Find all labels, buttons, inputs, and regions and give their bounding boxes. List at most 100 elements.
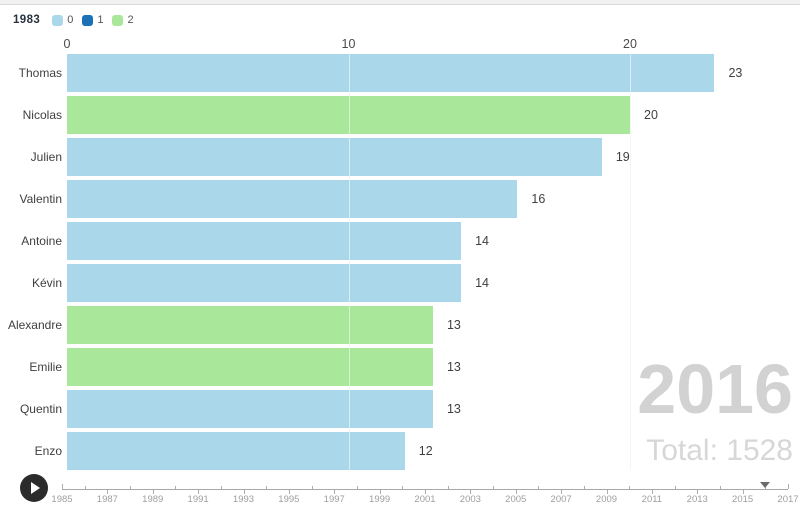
legend-item-label: 2 [127,14,134,26]
timeline-tick [742,490,744,494]
timeline-tick [84,486,86,489]
timeline-year-label: 1997 [323,494,345,505]
bar-category-label: Emilie [29,360,62,374]
bar-category-label: Nicolas [22,108,62,122]
timeline-tick [788,484,789,489]
legend-item[interactable]: 0 [52,14,73,26]
timeline-tick [651,490,653,494]
timeline-year-label: 1999 [369,494,391,505]
timeline-year-label: 1989 [142,494,164,505]
bar[interactable] [67,348,433,386]
vertical-gridline-overlay [630,53,631,470]
play-icon [31,482,40,494]
legend-item-label: 1 [97,14,104,26]
timeline-year-label: 2017 [777,494,799,505]
timeline-tick [402,486,404,489]
timeline-tick [220,486,222,489]
timeline-tick [583,486,585,489]
bar[interactable] [67,138,602,176]
bar-value-label: 19 [615,150,630,164]
legend-swatch-icon [82,14,94,26]
legend: 0 1 2 [52,14,142,26]
timeline-tick [62,484,63,489]
timeline-year-label: 1987 [96,494,118,505]
vertical-gridline-overlay [348,53,350,470]
bar-value-label: 12 [418,444,433,458]
legend-item[interactable]: 2 [112,14,134,26]
bar[interactable] [67,264,462,302]
timeline-year-label: 2009 [595,494,618,505]
chart-header: 1983 0 1 2 [13,14,143,26]
legend-item-label: 0 [67,14,74,26]
bar-category-label: Enzo [34,444,62,458]
bar-category-label: Quentin [19,402,62,416]
legend-swatch-icon [52,14,64,26]
timeline-tick [629,486,631,489]
timeline-tick [674,486,676,489]
timeline-tick [515,490,517,494]
timeline-tick [493,486,495,489]
timeline-tick [130,486,132,489]
top-scrollbar-strip [0,0,800,5]
bar[interactable] [67,54,715,92]
play-button[interactable] [20,474,48,502]
timeline-tick [697,490,699,494]
timeline-year-label: 2011 [641,494,663,505]
timeline-tick [311,486,313,489]
timeline-tick [379,490,381,494]
bar-value-label: 13 [446,318,461,332]
bar-category-label: Julien [30,150,62,164]
bar-value-label: 14 [475,276,489,290]
bar[interactable] [67,222,462,260]
timeline-tick [538,486,540,489]
timeline-tick [719,486,721,489]
timeline-year-label: 2005 [505,494,527,505]
timeline-tick [107,490,109,494]
timeline-position-marker-icon[interactable] [760,482,771,488]
timeline-tick [288,490,290,494]
bar-value-label: 13 [446,402,461,416]
timeline-year-label: 2015 [732,494,754,505]
timeline-year-label: 1995 [278,494,300,505]
timeline-tick [425,490,426,494]
timeline-tick [606,490,608,494]
timeline-year-label: 1985 [51,494,73,505]
timeline-year-label: 1991 [187,494,209,505]
bar-value-label: 13 [446,360,461,374]
timeline-year-label: 2001 [414,494,436,505]
bar-category-label: Kévin [31,276,62,290]
bar-value-label: 14 [475,234,489,248]
x-axis-tick-label: 10 [341,37,356,51]
start-year-label: 1983 [13,14,41,26]
timeline-tick [334,490,336,494]
bar[interactable] [67,180,518,218]
timeline-tick [266,486,268,489]
x-axis-tick-label: 0 [63,37,71,51]
timeline-tick [561,490,563,494]
bar[interactable] [67,432,405,470]
timeline-year-label: 1993 [232,494,255,505]
timeline-tick [470,490,472,494]
legend-swatch-icon [112,14,124,26]
timeline-tick [243,490,245,494]
bar-category-label: Alexandre [7,318,62,332]
total-count-label: Total: 1528 [646,434,793,467]
timeline-year-label: 2013 [686,494,708,505]
x-axis-tick-label: 20 [623,37,637,51]
timeline-line [62,489,788,490]
bar-category-label: Thomas [18,66,62,80]
bar-category-label: Valentin [19,192,62,206]
timeline-tick [356,486,358,489]
bar-value-label: 20 [644,108,658,122]
bar-value-label: 23 [728,66,743,80]
bar[interactable] [67,306,433,344]
timeline-tick [447,486,449,489]
bar-category-label: Antoine [21,234,62,248]
current-year-overlay: 2016 [637,350,793,428]
bar-value-label: 16 [531,192,546,206]
bar[interactable] [67,390,433,428]
timeline-year-label: 2007 [550,494,572,505]
legend-item[interactable]: 1 [82,14,103,26]
timeline-year-label: 2003 [459,494,481,505]
timeline-tick [198,490,200,494]
